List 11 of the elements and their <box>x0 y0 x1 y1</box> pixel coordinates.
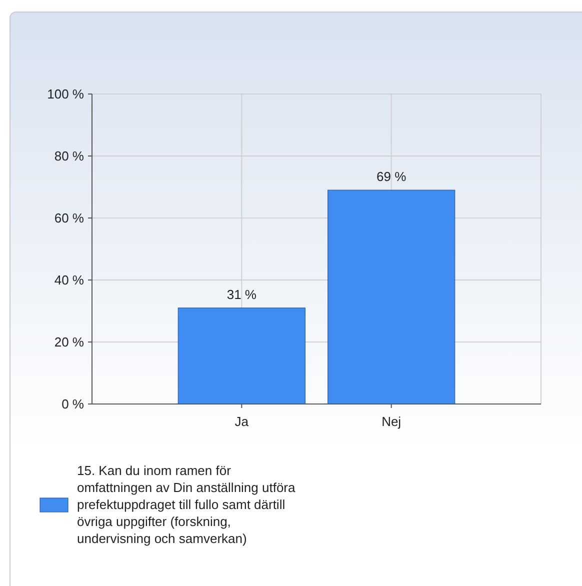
x-tick-label: Ja <box>234 414 250 429</box>
y-tick-label: 20 % <box>54 334 84 350</box>
x-tick-label: Nej <box>382 414 402 429</box>
y-tick-label: 100 % <box>47 86 84 102</box>
y-tick-label: 40 % <box>54 272 84 288</box>
y-tick-label: 0 % <box>62 396 84 412</box>
y-tick-label: 60 % <box>54 210 84 226</box>
y-tick-label: 80 % <box>54 148 84 164</box>
data-label: 69 % <box>376 169 407 184</box>
legend-label: 15. Kan du inom ramen för omfattningen av Din anställning utföra prefektuppdraget till fullo samt därtill övriga uppgifter (forskning, undervisning och samverkan) <box>77 463 296 546</box>
data-label: 31 % <box>226 286 257 302</box>
